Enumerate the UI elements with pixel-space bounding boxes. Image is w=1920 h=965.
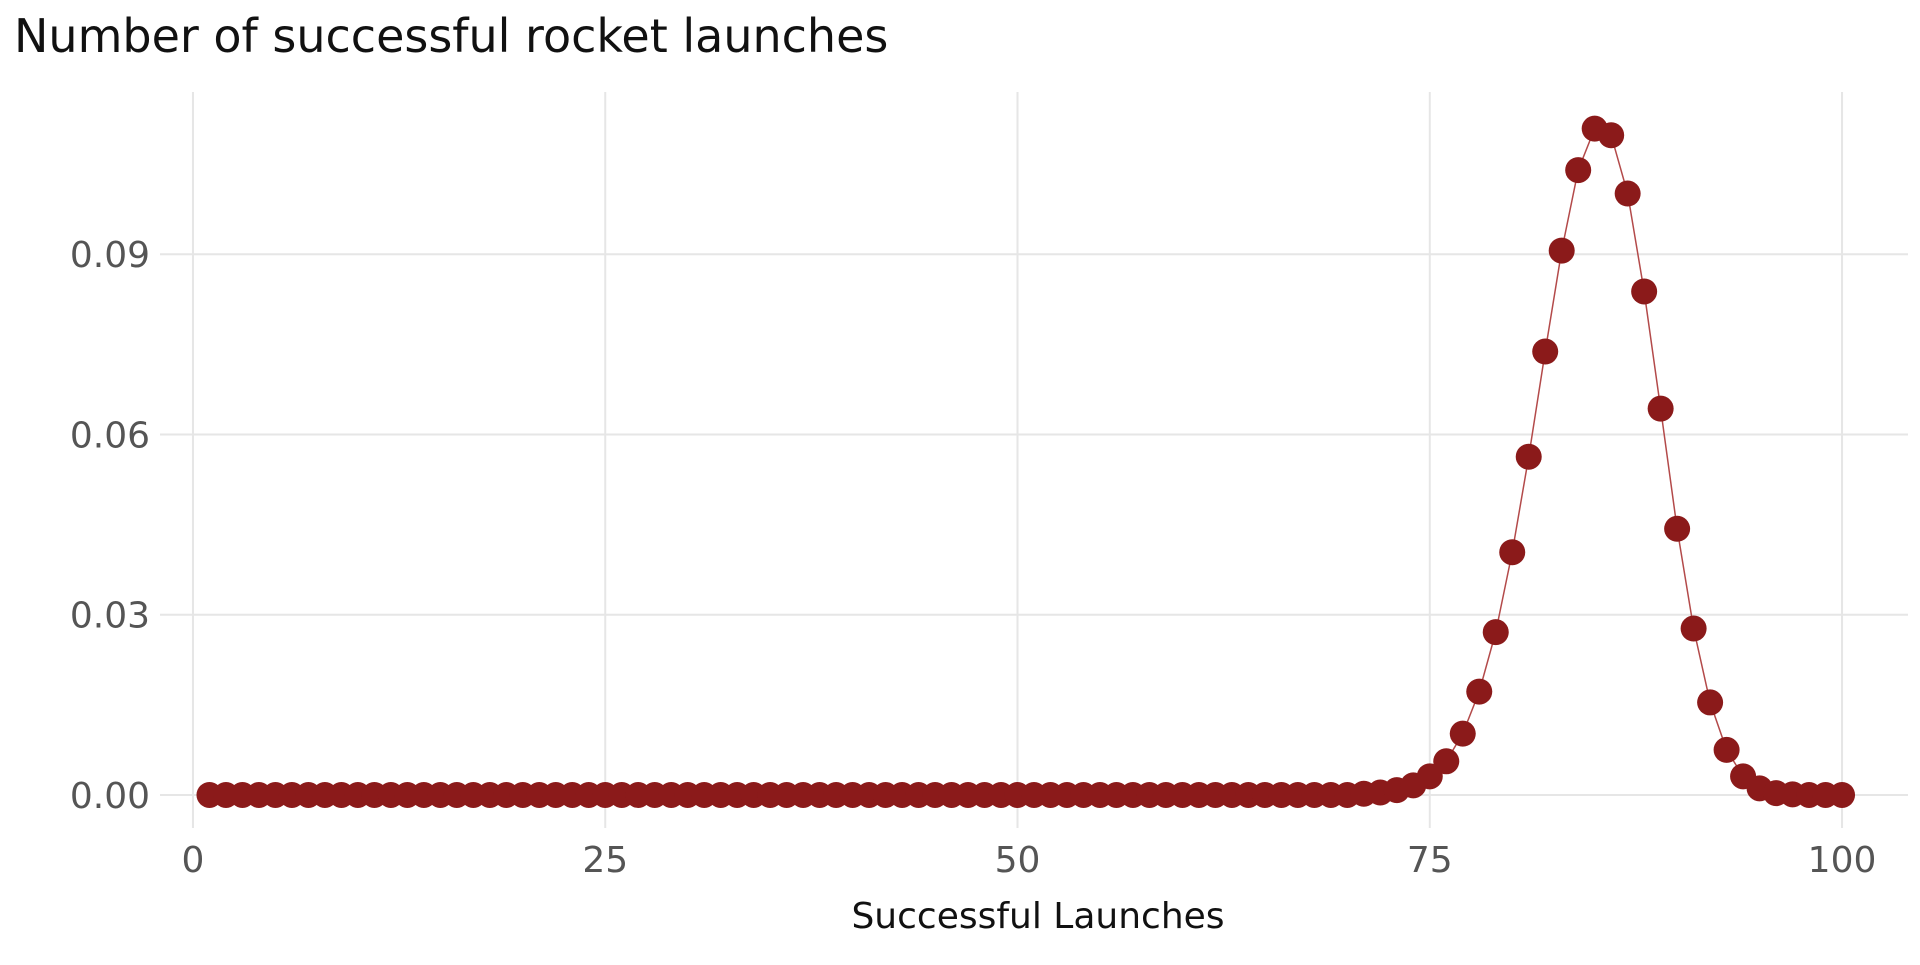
data-point bbox=[1548, 237, 1575, 264]
y-tick-label: 0.06 bbox=[70, 415, 150, 456]
data-point bbox=[1631, 278, 1658, 305]
data-point bbox=[1499, 539, 1526, 566]
data-point bbox=[1664, 515, 1691, 542]
data-point bbox=[1433, 748, 1460, 775]
x-tick-label: 0 bbox=[182, 840, 205, 881]
data-point bbox=[1713, 736, 1740, 763]
data-point bbox=[1829, 781, 1856, 808]
data-point bbox=[1482, 619, 1509, 646]
data-point bbox=[1680, 615, 1707, 642]
data-point bbox=[1697, 689, 1724, 716]
y-tick-label: 0.00 bbox=[70, 776, 150, 817]
series-line bbox=[209, 127, 1843, 796]
data-point bbox=[1532, 338, 1559, 365]
x-axis-title: Successful Launches bbox=[851, 896, 1224, 937]
x-tick-label: 25 bbox=[582, 840, 628, 881]
y-tick-label: 0.03 bbox=[70, 596, 150, 637]
data-point bbox=[1565, 157, 1592, 184]
chart-title: Number of successful rocket launches bbox=[14, 9, 888, 63]
grid bbox=[160, 92, 1908, 828]
data-point bbox=[1449, 720, 1476, 747]
x-tick-label: 75 bbox=[1407, 840, 1453, 881]
data-points bbox=[196, 115, 1856, 808]
x-tick-label: 100 bbox=[1808, 840, 1877, 881]
tick-labels: 0 25 50 75 100 0.00 0.03 0.06 0.09 bbox=[70, 235, 1877, 881]
data-point bbox=[1647, 395, 1674, 422]
x-tick-label: 50 bbox=[995, 840, 1041, 881]
data-point bbox=[1614, 180, 1641, 207]
data-point bbox=[1416, 763, 1443, 790]
data-point bbox=[1598, 122, 1625, 149]
data-point bbox=[1466, 678, 1493, 705]
data-point bbox=[1515, 443, 1542, 470]
y-tick-label: 0.09 bbox=[70, 235, 150, 276]
